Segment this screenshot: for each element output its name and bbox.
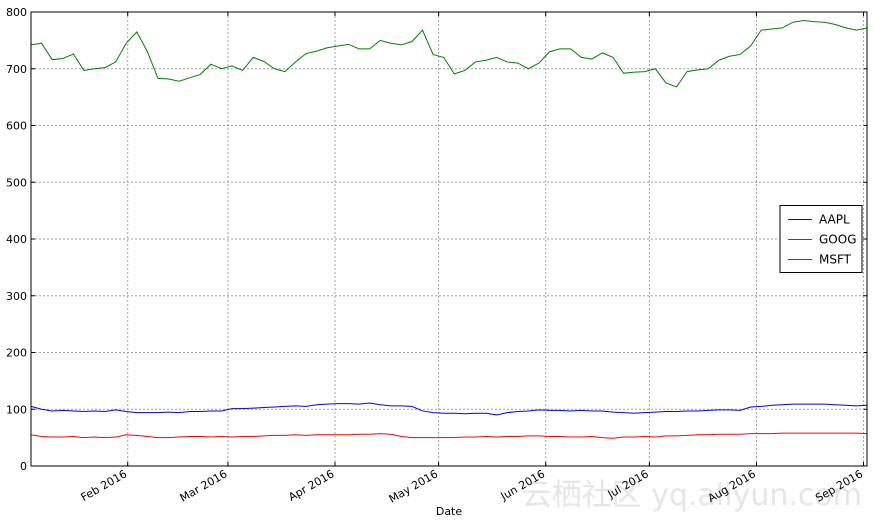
- y-tick-label: 500: [6, 176, 27, 189]
- line-series: [30, 20, 868, 88]
- x-tick-label: Mar 2016: [178, 467, 230, 504]
- legend-label: AAPL: [819, 213, 850, 227]
- x-tick-label: May 2016: [387, 467, 440, 505]
- x-axis-label: Date: [436, 505, 463, 518]
- y-tick-label: 800: [6, 6, 27, 19]
- plot-frame: [30, 11, 868, 467]
- legend-label: MSFT: [819, 253, 852, 267]
- y-tick-label: 700: [6, 63, 27, 76]
- x-tick-label: Feb 2016: [79, 467, 130, 504]
- legend: AAPL GOOG MSFT: [779, 205, 863, 273]
- y-tick-label: 0: [20, 460, 27, 473]
- y-tick-label: 200: [6, 347, 27, 360]
- line-series: [30, 402, 868, 416]
- y-tick-label: 400: [6, 233, 27, 246]
- watermark: 云栖社区 yq.aliyun.com: [522, 478, 862, 513]
- y-tick-label: 600: [6, 120, 27, 133]
- legend-label: GOOG: [819, 233, 857, 247]
- y-tick-label: 300: [6, 290, 27, 303]
- y-tick-label: 100: [6, 403, 27, 416]
- x-tick-label: Apr 2016: [286, 467, 336, 504]
- line-series: [30, 432, 868, 439]
